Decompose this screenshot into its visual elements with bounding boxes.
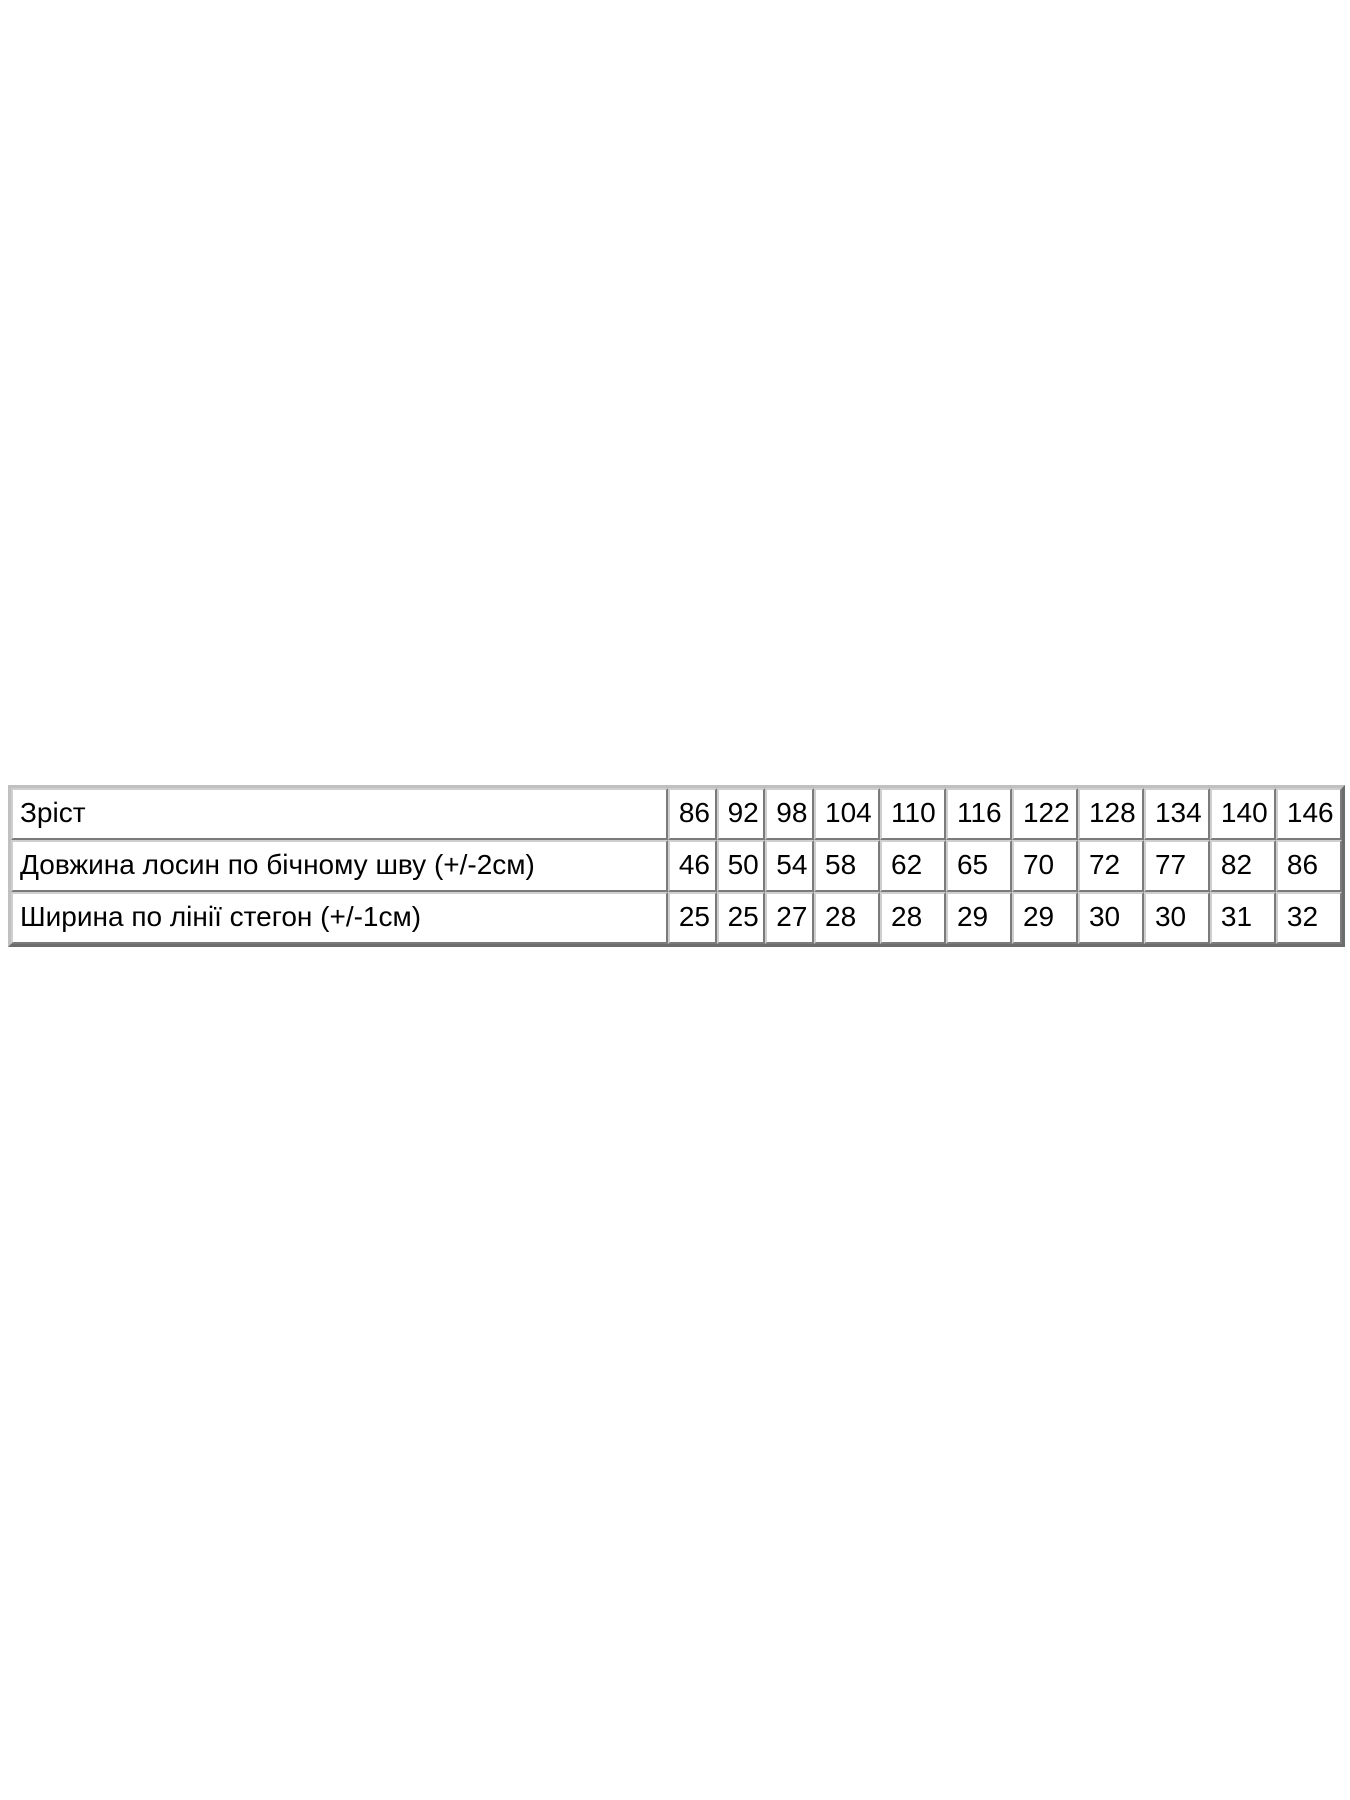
cell-height-7: 128 [1077, 788, 1144, 840]
table-row: Довжина лосин по бічному шву (+/-2см) 46… [11, 840, 1342, 892]
cell-length-7: 72 [1077, 840, 1144, 892]
cell-height-0: 86 [667, 788, 717, 840]
cell-length-5: 65 [945, 840, 1012, 892]
cell-height-1: 92 [716, 788, 766, 840]
cell-length-3: 58 [814, 840, 880, 892]
cell-hip-5: 29 [945, 892, 1012, 944]
table-row: Ширина по лінії стегон (+/-1см) 25 25 27… [11, 892, 1342, 944]
row-label-length: Довжина лосин по бічному шву (+/-2см) [11, 840, 668, 892]
size-chart-container: Зріст 86 92 98 104 110 116 122 128 134 1… [8, 785, 1345, 947]
cell-hip-8: 30 [1143, 892, 1210, 944]
cell-height-3: 104 [814, 788, 880, 840]
row-label-hip-width: Ширина по лінії стегон (+/-1см) [11, 892, 668, 944]
cell-hip-4: 28 [880, 892, 946, 944]
cell-hip-1: 25 [716, 892, 766, 944]
cell-height-5: 116 [945, 788, 1012, 840]
cell-hip-7: 30 [1077, 892, 1144, 944]
cell-length-10: 86 [1275, 840, 1342, 892]
cell-length-2: 54 [765, 840, 815, 892]
cell-hip-3: 28 [814, 892, 880, 944]
cell-height-8: 134 [1143, 788, 1210, 840]
cell-height-4: 110 [880, 788, 946, 840]
cell-length-1: 50 [716, 840, 766, 892]
cell-hip-0: 25 [667, 892, 717, 944]
cell-height-6: 122 [1011, 788, 1078, 840]
cell-height-10: 146 [1275, 788, 1342, 840]
cell-hip-6: 29 [1011, 892, 1078, 944]
cell-length-8: 77 [1143, 840, 1210, 892]
row-label-height: Зріст [11, 788, 668, 840]
table-row: Зріст 86 92 98 104 110 116 122 128 134 1… [11, 788, 1342, 840]
cell-height-2: 98 [765, 788, 815, 840]
cell-hip-10: 32 [1275, 892, 1342, 944]
cell-length-0: 46 [667, 840, 717, 892]
cell-hip-2: 27 [765, 892, 815, 944]
cell-hip-9: 31 [1209, 892, 1276, 944]
cell-height-9: 140 [1209, 788, 1276, 840]
cell-length-4: 62 [880, 840, 946, 892]
cell-length-6: 70 [1011, 840, 1078, 892]
size-chart-table: Зріст 86 92 98 104 110 116 122 128 134 1… [8, 785, 1345, 947]
cell-length-9: 82 [1209, 840, 1276, 892]
